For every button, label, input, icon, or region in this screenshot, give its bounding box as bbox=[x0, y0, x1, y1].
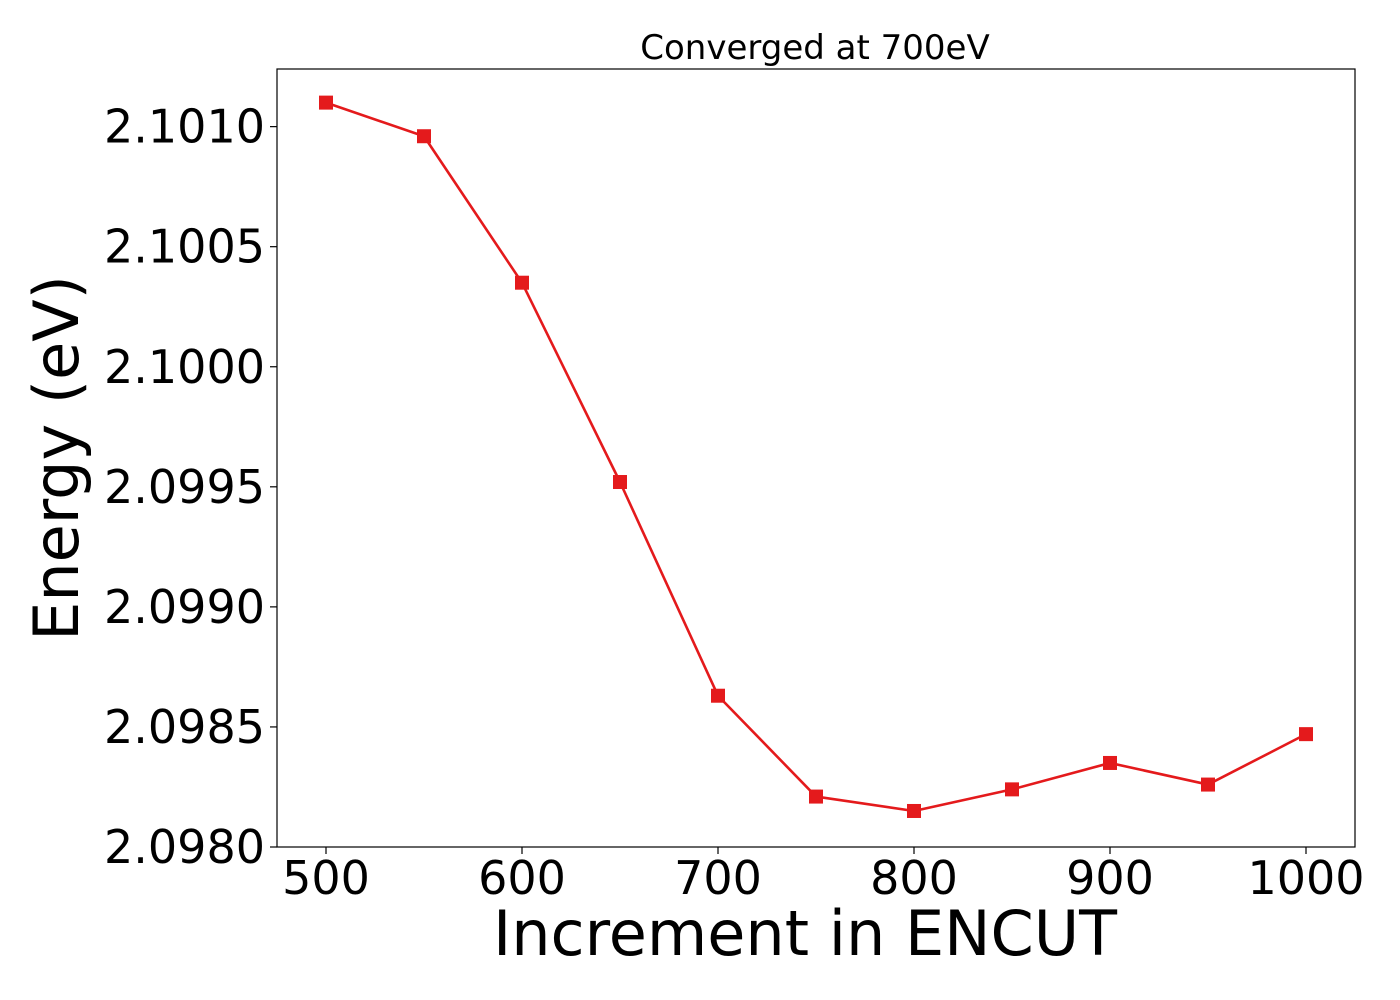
y-tick-label: 2.1010 bbox=[104, 100, 265, 154]
x-tick-label: 500 bbox=[282, 851, 370, 905]
y-tick-label: 2.0980 bbox=[104, 820, 265, 874]
y-tick-label: 2.0985 bbox=[104, 700, 265, 754]
data-point-marker bbox=[1201, 777, 1215, 792]
data-point-marker bbox=[907, 803, 921, 818]
y-tick-label: 2.0995 bbox=[104, 460, 265, 514]
y-axis-label: Energy (eV) bbox=[20, 275, 93, 641]
plot-area-frame bbox=[276, 68, 1356, 848]
data-point-marker bbox=[1103, 755, 1117, 770]
x-tick-label: 800 bbox=[870, 851, 958, 905]
data-point-marker bbox=[613, 475, 627, 490]
x-tick-label: 700 bbox=[674, 851, 762, 905]
y-axis: 2.0980 2.0985 2.0990 2.0995 2.1000 2.1005 2.10… bbox=[104, 100, 277, 874]
data-point-marker bbox=[1299, 727, 1313, 742]
series-layer bbox=[319, 95, 1313, 818]
y-tick-label: 2.1005 bbox=[104, 220, 265, 274]
data-point-marker bbox=[515, 275, 529, 290]
chart-title: Converged at 700eV bbox=[640, 28, 989, 68]
x-axis: 500 600 700 800 900 1000 bbox=[282, 847, 1365, 905]
data-point-marker bbox=[417, 129, 431, 144]
x-axis-label: Increment in ENCUT bbox=[493, 897, 1118, 970]
x-tick-label: 1000 bbox=[1247, 851, 1364, 905]
x-tick-label: 900 bbox=[1066, 851, 1154, 905]
y-tick-label: 2.1000 bbox=[104, 340, 265, 394]
data-point-marker bbox=[1005, 782, 1019, 797]
x-tick-label: 600 bbox=[478, 851, 566, 905]
series-line bbox=[325, 101, 1307, 813]
data-point-marker bbox=[319, 95, 333, 110]
data-point-marker bbox=[809, 789, 823, 804]
y-tick-label: 2.0990 bbox=[104, 580, 265, 634]
data-point-marker bbox=[711, 688, 725, 703]
